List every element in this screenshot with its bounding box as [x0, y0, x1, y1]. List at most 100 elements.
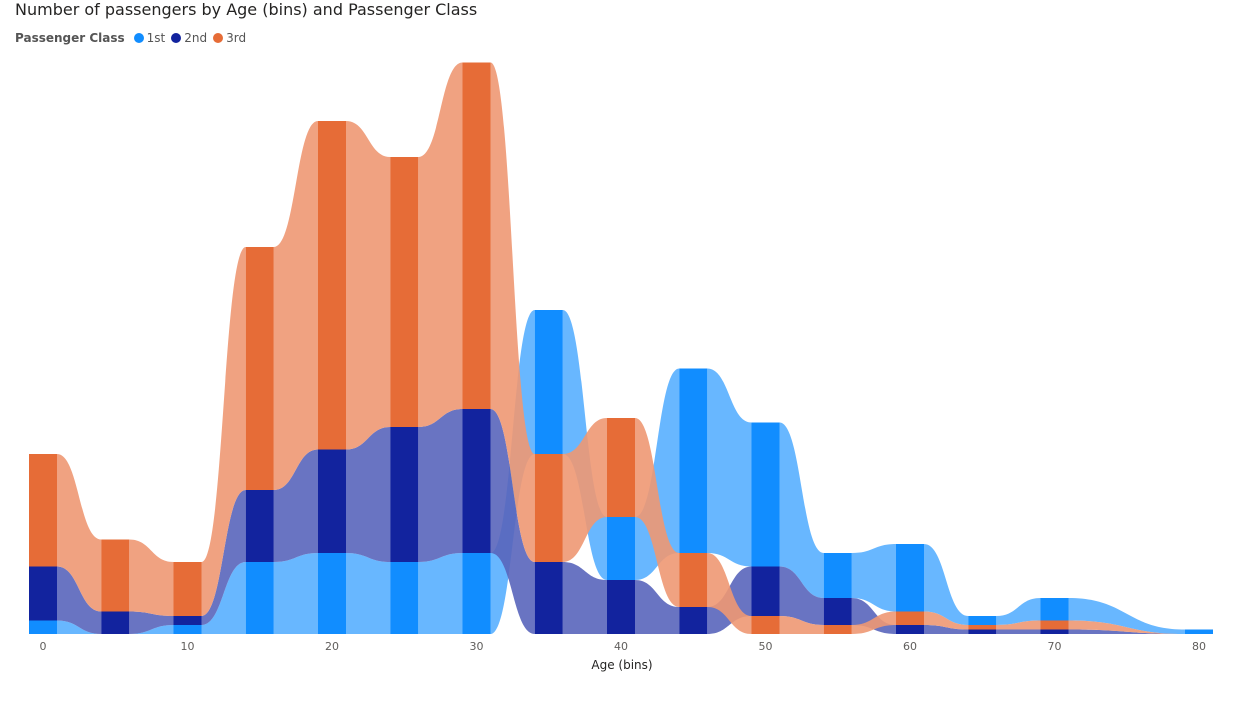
bar-segment-2nd-35[interactable] — [534, 562, 563, 634]
bar-segment-3rd-30[interactable] — [462, 62, 491, 410]
ribbon-1st-20-25[interactable] — [346, 553, 391, 634]
bar-segment-2nd-5[interactable] — [101, 611, 130, 635]
x-tick-label-0: 0 — [40, 640, 47, 653]
bar-segment-2nd-65[interactable] — [968, 629, 997, 635]
bar-segment-1st-45[interactable] — [679, 368, 708, 554]
bar-segment-3rd-0[interactable] — [29, 454, 57, 567]
ribbon-3rd-45-50[interactable] — [707, 553, 752, 634]
x-axis-title: Age (bins) — [591, 658, 652, 672]
ribbon-3rd-70-80[interactable] — [1068, 620, 1186, 635]
ribbon-3rd-50-55[interactable] — [779, 616, 824, 634]
ribbon-2nd-65-70[interactable] — [996, 629, 1041, 635]
ribbon-3rd-65-70[interactable] — [996, 620, 1041, 630]
ribbon-2nd-25-30[interactable] — [418, 409, 463, 562]
ribbon-1st-10-15[interactable] — [201, 562, 246, 634]
bar-segment-3rd-20[interactable] — [318, 121, 346, 450]
ribbon-1st-25-30[interactable] — [418, 553, 463, 634]
x-tick-label-70: 70 — [1048, 640, 1062, 653]
bar-segment-2nd-55[interactable] — [823, 598, 852, 625]
bar-segment-1st-30[interactable] — [462, 553, 491, 634]
bar-segment-1st-35[interactable] — [534, 310, 563, 454]
bar-segment-1st-55[interactable] — [823, 553, 852, 598]
bar-segment-3rd-50[interactable] — [751, 616, 780, 634]
legend-item-2nd[interactable]: 2nd — [171, 31, 207, 45]
bar-segment-1st-60[interactable] — [896, 544, 924, 612]
bar-segment-1st-20[interactable] — [318, 553, 346, 634]
bar-segment-1st-25[interactable] — [390, 562, 419, 634]
ribbon-1st-65-70[interactable] — [996, 598, 1041, 625]
bar-segment-2nd-15[interactable] — [245, 490, 274, 562]
x-tick-label-10: 10 — [181, 640, 195, 653]
bar-segment-2nd-60[interactable] — [896, 625, 924, 634]
bar-segment-1st-50[interactable] — [751, 422, 780, 567]
legend-label-3rd: 3rd — [226, 31, 247, 45]
bar-segment-3rd-60[interactable] — [896, 611, 924, 626]
legend-item-3rd[interactable]: 3rd — [213, 31, 246, 45]
ribbon-3rd-5-10[interactable] — [129, 539, 174, 617]
bar-segment-2nd-50[interactable] — [751, 566, 780, 617]
ribbon-1st-50-55[interactable] — [779, 422, 824, 599]
ribbon-2nd-35-40[interactable] — [562, 562, 607, 634]
ribbon-2nd-60-65[interactable] — [924, 625, 969, 634]
bar-segment-2nd-30[interactable] — [462, 409, 491, 553]
ribbon-3rd-40-45[interactable] — [635, 418, 680, 607]
bar-segment-3rd-10[interactable] — [173, 562, 202, 616]
bar-segment-3rd-35[interactable] — [534, 454, 563, 562]
ribbon-2nd-30-35[interactable] — [490, 409, 535, 634]
bar-segment-3rd-5[interactable] — [101, 539, 130, 612]
bar-segment-2nd-25[interactable] — [390, 427, 419, 562]
ribbon-2nd-40-45[interactable] — [635, 580, 680, 634]
bar-segment-3rd-40[interactable] — [607, 418, 635, 517]
bar-segment-2nd-40[interactable] — [607, 580, 635, 634]
ribbon-2nd-5-10[interactable] — [129, 611, 174, 635]
bar-segment-1st-70[interactable] — [1040, 598, 1069, 621]
bar-segment-1st-0[interactable] — [29, 620, 57, 635]
ribbon-1st-70-80[interactable] — [1068, 598, 1186, 634]
legend-marker-3rd-icon — [213, 33, 224, 43]
ribbon-3rd-60-65[interactable] — [924, 611, 969, 630]
ribbon-1st-55-60[interactable] — [851, 544, 896, 612]
ribbon-3rd-10-15[interactable] — [201, 247, 246, 616]
bar-segment-2nd-0[interactable] — [29, 566, 57, 621]
bar-segment-3rd-15[interactable] — [245, 247, 274, 490]
bar-segment-1st-15[interactable] — [245, 562, 274, 634]
bar-segment-3rd-55[interactable] — [823, 625, 852, 634]
ribbon-3rd-30-35[interactable] — [490, 62, 535, 563]
legend-title: Passenger Class — [15, 31, 125, 45]
legend-marker-2nd-icon — [171, 33, 182, 43]
ribbon-2nd-10-15[interactable] — [201, 490, 246, 625]
legend-label-1st: 1st — [146, 31, 166, 45]
ribbon-3rd-0-5[interactable] — [57, 454, 102, 612]
legend-item-1st[interactable]: 1st — [133, 31, 166, 45]
x-tick-label-20: 20 — [325, 640, 339, 653]
legend-label-2nd: 2nd — [184, 31, 208, 45]
bar-segment-1st-65[interactable] — [968, 616, 997, 625]
bar-segment-3rd-70[interactable] — [1040, 620, 1069, 630]
ribbon-2nd-15-20[interactable] — [273, 449, 318, 563]
ribbon-2nd-50-55[interactable] — [779, 566, 824, 626]
bar-segment-1st-10[interactable] — [173, 625, 202, 634]
bar-segment-3rd-65[interactable] — [968, 625, 997, 630]
bar-segment-2nd-10[interactable] — [173, 616, 202, 625]
ribbon-3rd-25-30[interactable] — [418, 62, 463, 428]
ribbon-1st-15-20[interactable] — [273, 553, 318, 634]
ribbon-3rd-35-40[interactable] — [562, 418, 607, 562]
bar-segment-2nd-20[interactable] — [318, 449, 346, 554]
ribbon-1st-60-65[interactable] — [924, 544, 969, 625]
ribbon-2nd-20-25[interactable] — [346, 427, 391, 562]
bar-segment-1st-80[interactable] — [1185, 629, 1213, 635]
legend-marker-1st-icon — [133, 33, 144, 43]
bar-segment-3rd-25[interactable] — [390, 157, 419, 427]
bar-segment-1st-40[interactable] — [607, 517, 635, 580]
ribbon-1st-40-45[interactable] — [635, 368, 680, 581]
ribbon-2nd-0-5[interactable] — [57, 566, 102, 635]
ribbon-3rd-15-20[interactable] — [273, 121, 318, 490]
bar-segment-3rd-45[interactable] — [679, 553, 708, 607]
ribbon-3rd-55-60[interactable] — [851, 611, 896, 635]
x-tick-label-30: 30 — [470, 640, 484, 653]
bar-segment-2nd-70[interactable] — [1040, 629, 1069, 635]
ribbon-1st-45-50[interactable] — [707, 368, 752, 567]
ribbon-3rd-20-25[interactable] — [346, 121, 391, 450]
bar-segment-2nd-45[interactable] — [679, 607, 708, 634]
